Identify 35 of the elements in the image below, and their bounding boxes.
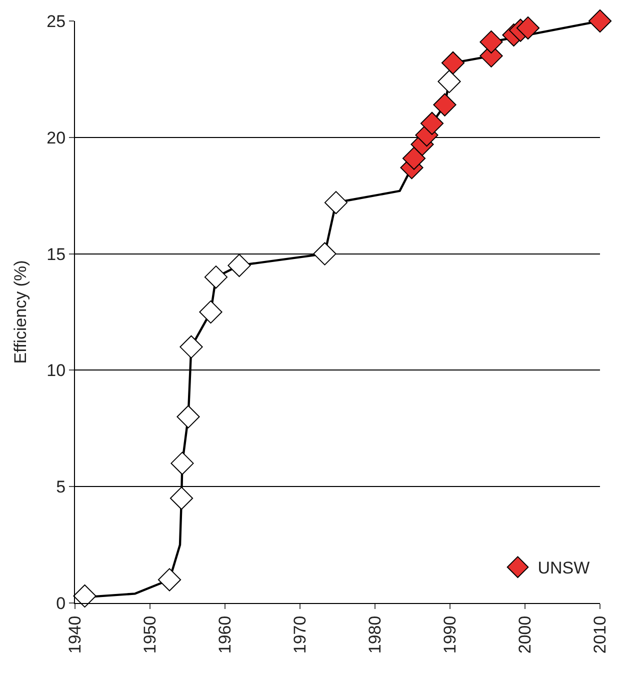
- y-tick-label: 15: [46, 244, 66, 264]
- y-tick-label: 25: [46, 12, 66, 31]
- x-tick-label: 1960: [216, 616, 235, 654]
- x-tick-label: 1990: [440, 616, 460, 654]
- point: [588, 9, 612, 33]
- y-tick-label: 5: [56, 478, 66, 497]
- y-tick-label: 10: [46, 361, 66, 380]
- point: [420, 112, 444, 135]
- point: [433, 93, 456, 116]
- x-tick-label: 1970: [290, 616, 310, 654]
- point: [170, 452, 194, 475]
- point: [324, 191, 348, 214]
- x-tick-label: 1940: [66, 616, 85, 654]
- point: [176, 405, 200, 428]
- point: [480, 30, 503, 54]
- point: [402, 146, 426, 170]
- point: [441, 51, 465, 74]
- y-tick-label: 0: [56, 594, 66, 613]
- point: [199, 300, 222, 324]
- point: [170, 486, 194, 510]
- x-tick-label: 1950: [140, 616, 160, 654]
- point: [516, 16, 540, 40]
- point: [73, 584, 96, 608]
- y-axis-title: Efficiency (%): [11, 260, 30, 364]
- point: [313, 242, 336, 266]
- y-tick-label: 20: [46, 128, 66, 148]
- point: [180, 335, 203, 358]
- point: [228, 254, 251, 277]
- legend-label: UNSW: [538, 558, 590, 578]
- x-tick-label: 2000: [516, 616, 535, 654]
- x-tick-label: 2010: [590, 616, 610, 654]
- point: [158, 568, 182, 592]
- point: [438, 70, 461, 94]
- point: [204, 266, 228, 289]
- x-tick-label: 1980: [366, 616, 385, 654]
